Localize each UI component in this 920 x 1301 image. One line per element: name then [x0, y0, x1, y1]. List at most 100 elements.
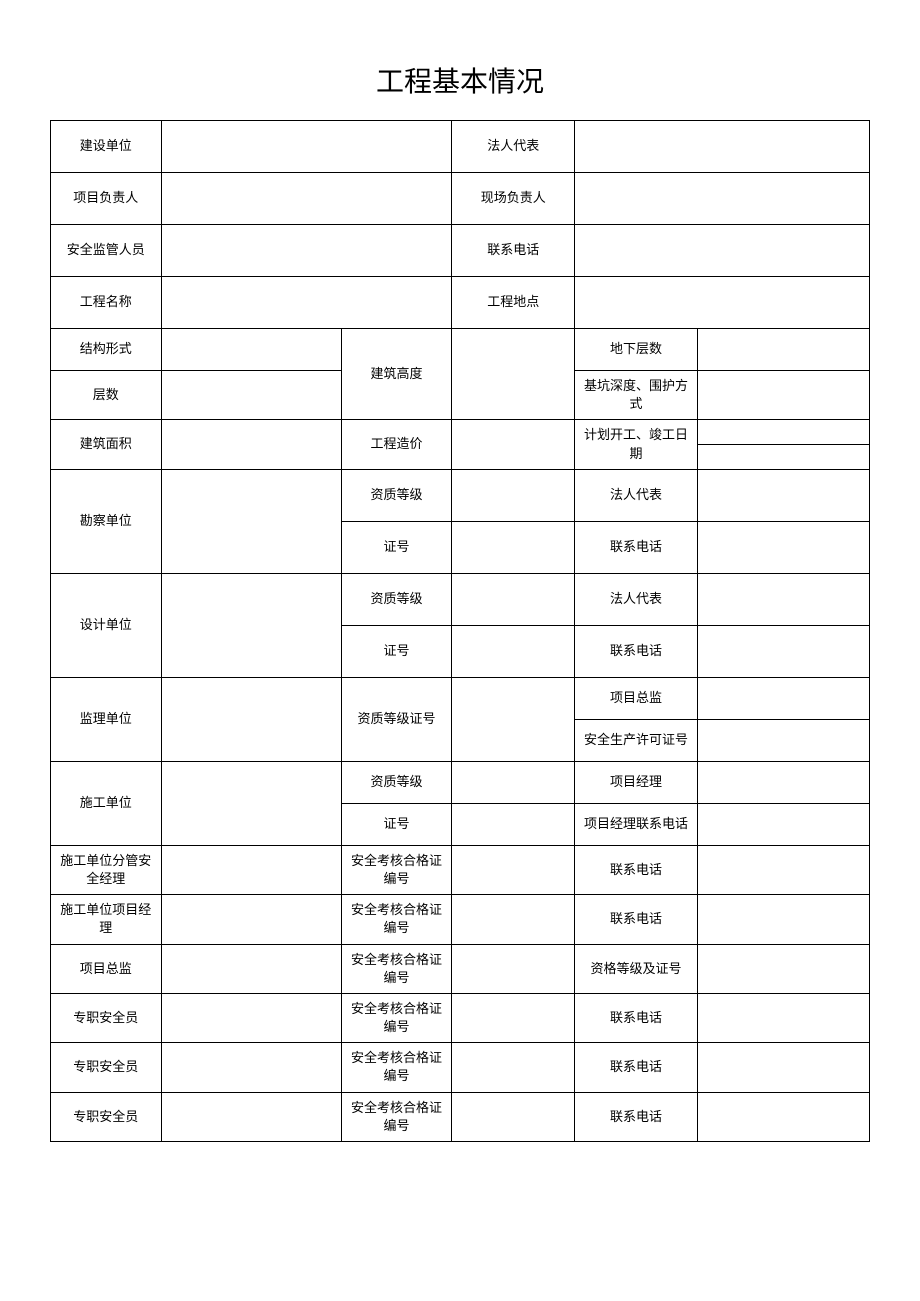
label-cert-no-design: 证号: [341, 625, 452, 677]
value-legal-rep-survey: [697, 469, 869, 521]
value-cert-no-contractor: [452, 803, 575, 845]
value-phone-1: [697, 845, 869, 894]
value-building-area: [161, 420, 341, 469]
value-safety-cert-3: [452, 944, 575, 993]
value-safety-supervisor: [161, 225, 452, 277]
label-legal-rep-survey: 法人代表: [575, 469, 698, 521]
label-safety-license: 安全生产许可证号: [575, 719, 698, 761]
label-pit-depth: 基坑深度、围护方式: [575, 371, 698, 420]
label-project-cost: 工程造价: [341, 420, 452, 469]
label-safety-cert-5: 安全考核合格证编号: [341, 1043, 452, 1092]
value-phone-design: [697, 625, 869, 677]
value-legal-rep-design: [697, 573, 869, 625]
value-site-leader: [575, 173, 870, 225]
value-cert-no-survey: [452, 521, 575, 573]
value-plan-start: [697, 420, 869, 445]
label-qual-level-contractor: 资质等级: [341, 761, 452, 803]
value-project-name: [161, 277, 452, 329]
label-project-location: 工程地点: [452, 277, 575, 329]
page-title: 工程基本情况: [50, 60, 870, 100]
label-project-name: 工程名称: [51, 277, 162, 329]
label-phone-design: 联系电话: [575, 625, 698, 677]
label-supervision-unit: 监理单位: [51, 677, 162, 761]
value-phone-4: [697, 993, 869, 1042]
value-construction-unit: [161, 121, 452, 173]
label-qual-cert-no: 资格等级及证号: [575, 944, 698, 993]
label-project-leader: 项目负责人: [51, 173, 162, 225]
label-phone-4: 联系电话: [575, 993, 698, 1042]
value-contractor: [161, 761, 341, 845]
value-phone-6: [697, 1092, 869, 1141]
label-qual-cert-supervision: 资质等级证号: [341, 677, 452, 761]
label-project-manager: 项目经理: [575, 761, 698, 803]
value-contractor-safety-mgr: [161, 845, 341, 894]
value-qual-level-contractor: [452, 761, 575, 803]
label-floors: 层数: [51, 371, 162, 420]
value-cert-no-design: [452, 625, 575, 677]
label-qual-level-design: 资质等级: [341, 573, 452, 625]
label-safety-officer-1: 专职安全员: [51, 993, 162, 1042]
value-contractor-pm: [161, 895, 341, 944]
value-legal-rep: [575, 121, 870, 173]
value-project-cost: [452, 420, 575, 469]
value-qual-level-survey: [452, 469, 575, 521]
value-safety-officer-2: [161, 1043, 341, 1092]
value-floors: [161, 371, 341, 420]
label-design-unit: 设计单位: [51, 573, 162, 677]
label-project-director: 项目总监: [575, 677, 698, 719]
label-site-leader: 现场负责人: [452, 173, 575, 225]
value-survey-unit: [161, 469, 341, 573]
label-project-director-2: 项目总监: [51, 944, 162, 993]
label-qual-level-survey: 资质等级: [341, 469, 452, 521]
label-construction-unit: 建设单位: [51, 121, 162, 173]
label-safety-cert-4: 安全考核合格证编号: [341, 993, 452, 1042]
value-safety-license: [697, 719, 869, 761]
label-pm-phone: 项目经理联系电话: [575, 803, 698, 845]
label-safety-officer-3: 专职安全员: [51, 1092, 162, 1141]
label-contractor-pm: 施工单位项目经理: [51, 895, 162, 944]
value-safety-cert-5: [452, 1043, 575, 1092]
label-contractor-safety-mgr: 施工单位分管安全经理: [51, 845, 162, 894]
label-plan-dates: 计划开工、竣工日期: [575, 420, 698, 469]
label-safety-cert-2: 安全考核合格证编号: [341, 895, 452, 944]
value-qual-level-design: [452, 573, 575, 625]
value-safety-officer-3: [161, 1092, 341, 1141]
label-phone-1: 联系电话: [575, 845, 698, 894]
value-phone-5: [697, 1043, 869, 1092]
label-safety-supervisor: 安全监管人员: [51, 225, 162, 277]
value-safety-officer-1: [161, 993, 341, 1042]
project-info-table: 建设单位 法人代表 项目负责人 现场负责人 安全监管人员 联系电话 工程名称 工…: [50, 120, 870, 1142]
value-qual-cert-supervision: [452, 677, 575, 761]
value-phone-survey: [697, 521, 869, 573]
label-safety-officer-2: 专职安全员: [51, 1043, 162, 1092]
value-supervision-unit: [161, 677, 341, 761]
label-contractor: 施工单位: [51, 761, 162, 845]
label-safety-cert-1: 安全考核合格证编号: [341, 845, 452, 894]
label-building-area: 建筑面积: [51, 420, 162, 469]
value-project-manager: [697, 761, 869, 803]
label-underground-floors: 地下层数: [575, 329, 698, 371]
value-qual-cert-no: [697, 944, 869, 993]
label-phone-survey: 联系电话: [575, 521, 698, 573]
value-safety-cert-4: [452, 993, 575, 1042]
value-contact-phone: [575, 225, 870, 277]
label-cert-no-survey: 证号: [341, 521, 452, 573]
label-legal-rep: 法人代表: [452, 121, 575, 173]
label-cert-no-contractor: 证号: [341, 803, 452, 845]
value-project-leader: [161, 173, 452, 225]
label-phone-5: 联系电话: [575, 1043, 698, 1092]
value-design-unit: [161, 573, 341, 677]
value-project-director: [697, 677, 869, 719]
value-safety-cert-2: [452, 895, 575, 944]
label-contact-phone: 联系电话: [452, 225, 575, 277]
label-safety-cert-3: 安全考核合格证编号: [341, 944, 452, 993]
value-pit-depth: [697, 371, 869, 420]
value-structure-type: [161, 329, 341, 371]
label-structure-type: 结构形式: [51, 329, 162, 371]
value-project-director-2: [161, 944, 341, 993]
value-phone-2: [697, 895, 869, 944]
label-safety-cert-6: 安全考核合格证编号: [341, 1092, 452, 1141]
value-underground-floors: [697, 329, 869, 371]
label-building-height: 建筑高度: [341, 329, 452, 420]
label-legal-rep-design: 法人代表: [575, 573, 698, 625]
